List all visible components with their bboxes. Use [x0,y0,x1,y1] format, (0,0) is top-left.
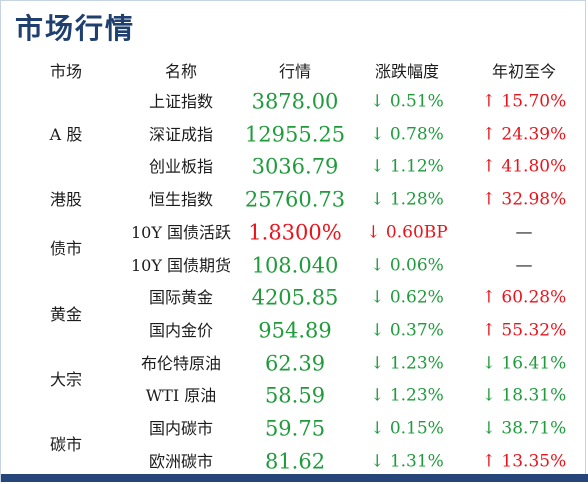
daily-change: ↓ 1.12% [370,156,444,177]
ytd-change: ↑ 15.70% [481,91,567,112]
instrument-name: 创业板指 [148,157,214,177]
instrument-name: WTI 原油 [145,386,217,406]
quote-value: 81.62 [264,449,326,474]
header-ytd: 年初至今 [491,62,557,81]
daily-change: ↓ 0.37% [370,320,444,341]
header-name: 名称 [164,62,198,81]
page-title: 市场行情 [15,12,136,45]
market-group-label: 碳市 [49,435,83,455]
daily-change: ↓ 0.51% [370,91,444,112]
market-group-label: 大宗 [49,369,83,389]
header-change: 涨跌幅度 [374,62,440,81]
header-quote: 行情 [278,62,312,81]
instrument-name: 布伦特原油 [140,353,222,373]
quote-value: 954.89 [258,318,332,343]
market-group-label: 港股 [49,190,83,210]
instrument-name: 欧洲碳市 [148,451,214,471]
ytd-change: ↑ 32.98% [481,189,567,210]
quote-value: 59.75 [264,416,326,441]
daily-change: ↓ 1.23% [370,385,444,406]
quote-value: 108.040 [251,253,339,277]
daily-change: ↓ 1.31% [370,451,444,472]
instrument-name: 国内金价 [148,320,214,340]
daily-change: ↓ 1.23% [370,353,444,374]
ytd-change: ↑ 13.35% [481,451,567,472]
ytd-change: ↑ 41.80% [481,156,567,177]
daily-change: ↓ 0.06% [370,255,444,275]
instrument-name: 恒生指数 [148,190,214,210]
instrument-name: 国际黄金 [148,288,214,308]
quote-value: 1.8300% [248,220,342,245]
quote-value: 3036.79 [251,154,339,179]
instrument-name: 10Y 国债活跃 [130,222,232,242]
quote-value: 58.59 [264,383,326,408]
bottom-rule [1,474,588,482]
market-group-label: 黄金 [49,304,83,324]
quote-value: 62.39 [264,351,326,376]
daily-change: ↓ 1.28% [370,189,444,210]
daily-change: ↓ 0.15% [370,418,444,439]
instrument-name: 10Y 国债期货 [130,255,232,275]
daily-change: ↓ 0.60BP [366,222,448,243]
ytd-change: — [515,255,533,275]
daily-change: ↓ 0.62% [370,287,444,308]
ytd-change: ↓ 16.41% [481,353,567,374]
quote-value: 3878.00 [251,89,339,114]
ytd-change: ↑ 55.32% [481,320,567,341]
ytd-change: — [515,222,533,243]
header-market: 市场 [49,62,83,81]
market-group-label: A 股 [49,124,83,144]
instrument-name: 国内碳市 [148,419,214,438]
ytd-change: ↑ 24.39% [481,124,567,145]
ytd-change: ↑ 60.28% [481,287,567,308]
quote-value: 25760.73 [244,187,346,212]
daily-change: ↓ 0.78% [370,124,444,145]
ytd-change: ↓ 38.71% [481,418,567,439]
instrument-name: 上证指数 [148,92,214,111]
quote-value: 4205.85 [251,285,339,310]
instrument-name: 深证成指 [148,124,214,144]
market-group-label: 债市 [49,239,83,259]
ytd-change: ↓ 18.31% [481,385,567,406]
quote-value: 12955.25 [244,122,346,147]
